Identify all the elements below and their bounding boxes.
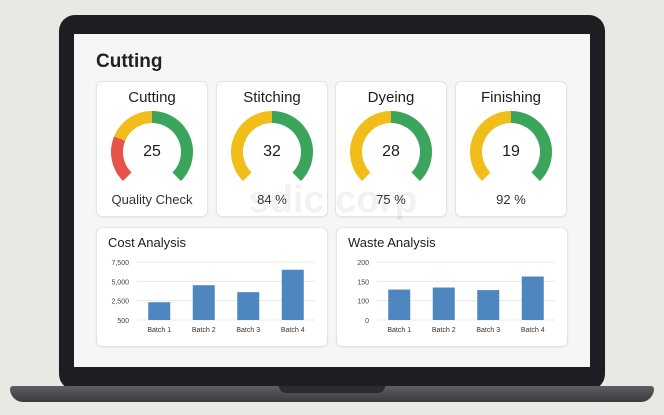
- x-tick-label: Batch 2: [432, 327, 456, 334]
- bar-batch-3[interactable]: [237, 292, 260, 320]
- gauge-label: 92 %: [496, 192, 526, 207]
- bar-batch-4[interactable]: [281, 269, 304, 320]
- gauge-segment-green: [151, 111, 193, 181]
- x-tick-label: Batch 2: [192, 327, 216, 334]
- y-tick-label: 150: [357, 279, 369, 286]
- gauge-label: 84 %: [257, 192, 287, 207]
- gauge-segment-red: [111, 136, 132, 181]
- laptop-base: [10, 386, 654, 402]
- gauge-dial: [111, 111, 193, 181]
- waste-analysis-card: Waste Analysis 200 150 100 0 Batch 1 Batch 2 B…: [336, 227, 568, 347]
- gauge-dial: [350, 111, 432, 181]
- gauge-label: 75 %: [376, 192, 406, 207]
- gauge-value: 19: [502, 143, 520, 160]
- gauge-segment-yellow: [231, 111, 273, 181]
- x-tick-label: Batch 1: [147, 327, 171, 334]
- gauge-dial: [470, 111, 552, 181]
- bar-batch-2[interactable]: [432, 287, 455, 320]
- gauge-dial: [231, 111, 313, 181]
- gauge-segment-green: [510, 111, 552, 181]
- waste-analysis-chart: 200 150 100 0 Batch 1 Batch 2 Batch 3 Batch 4: [357, 260, 555, 334]
- gauge-title: Dyeing: [367, 89, 415, 106]
- gauge-label: Quality Check: [111, 192, 193, 207]
- bar-batch-2[interactable]: [192, 285, 215, 320]
- gauge-card-finishing[interactable]: Finishing 19 92 %: [455, 81, 567, 217]
- gauge-segment-yellow: [350, 111, 392, 181]
- chart-title: Cost Analysis: [108, 235, 187, 250]
- x-tick-label: Batch 1: [387, 327, 411, 334]
- laptop-notch: [279, 386, 385, 393]
- y-tick-label: 7,500: [111, 260, 129, 267]
- y-tick-label: 200: [357, 260, 369, 267]
- chart-title: Waste Analysis: [348, 235, 436, 250]
- page-title: Cutting: [96, 51, 163, 72]
- cost-analysis-chart: 7,500 5,000 2,500 500 Batch 1 Batch 2 Batch 3 B…: [111, 260, 315, 334]
- bar-batch-1[interactable]: [388, 289, 411, 320]
- y-tick-label: 5,000: [111, 279, 129, 286]
- x-tick-label: Batch 4: [281, 327, 305, 334]
- gauge-segment-yellow: [114, 111, 153, 142]
- gauge-segment-green: [271, 111, 313, 181]
- gauge-value: 28: [382, 143, 400, 160]
- gauge-card-stitching[interactable]: Stitching 32 84 %: [216, 81, 328, 217]
- x-tick-label: Batch 4: [521, 327, 545, 334]
- gauge-title: Stitching: [243, 89, 301, 106]
- gauge-title: Finishing: [480, 89, 542, 106]
- gauge-card-dyeing[interactable]: Dyeing 28 75 %: [335, 81, 447, 217]
- gauge-title: Cutting: [128, 89, 176, 106]
- y-tick-label: 0: [365, 318, 369, 325]
- bar-batch-1[interactable]: [148, 302, 171, 320]
- x-tick-label: Batch 3: [476, 327, 500, 334]
- dashboard-screen: Cutting Cutting 25 Quality Check Stitchi…: [74, 34, 590, 367]
- cost-analysis-card: Cost Analysis 7,500 5,000 2,500 500 Batch 1 B…: [96, 227, 328, 347]
- y-tick-label: 500: [117, 318, 129, 325]
- bar-batch-4[interactable]: [521, 276, 544, 321]
- gauge-segment-yellow: [470, 111, 512, 181]
- gauge-value: 25: [143, 143, 161, 160]
- gauge-value: 32: [263, 143, 281, 160]
- gauge-card-cutting[interactable]: Cutting 25 Quality Check: [96, 81, 208, 217]
- x-tick-label: Batch 3: [236, 327, 260, 334]
- bar-batch-3[interactable]: [477, 290, 500, 320]
- y-tick-label: 2,500: [111, 299, 129, 306]
- gauge-segment-green: [390, 111, 432, 181]
- y-tick-label: 100: [357, 299, 369, 306]
